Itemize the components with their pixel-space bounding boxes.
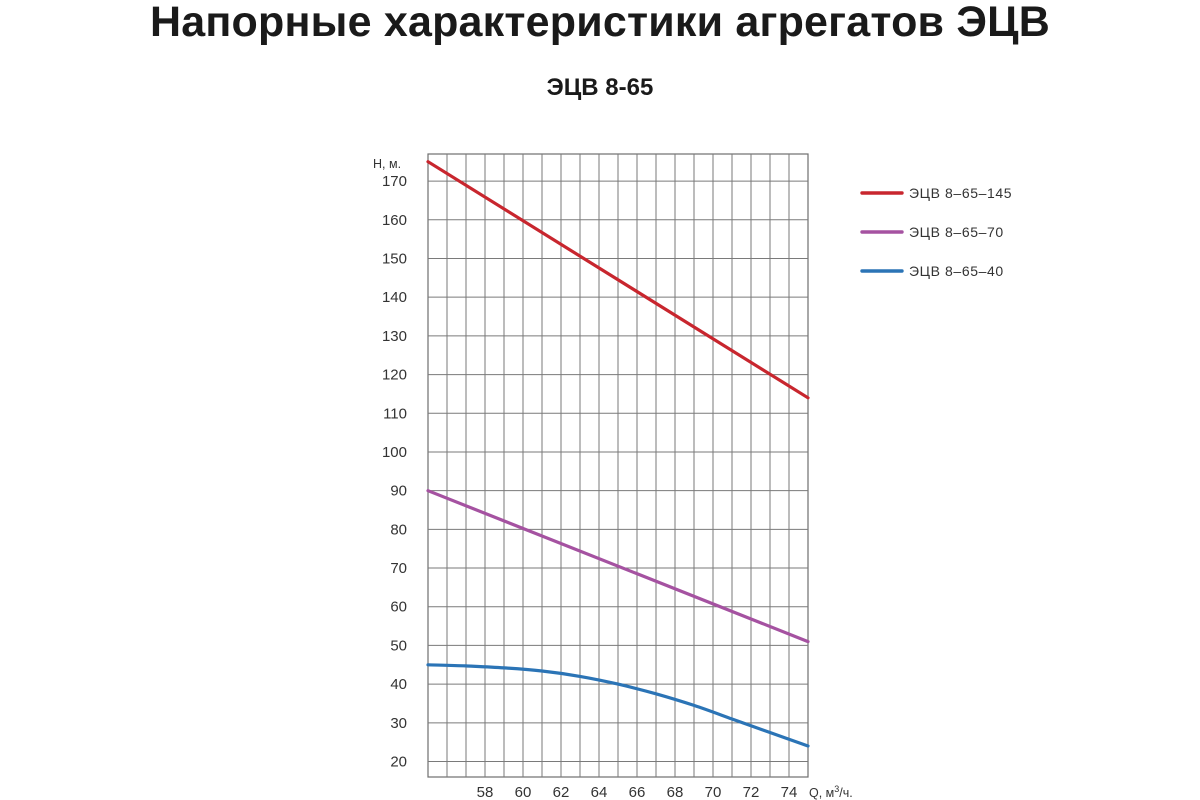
x-axis-label-prefix: Q, м xyxy=(809,786,834,800)
x-axis-label-suffix: /ч. xyxy=(839,786,852,800)
series-lines xyxy=(426,160,810,748)
x-tick-label: 62 xyxy=(553,784,570,800)
y-axis-ticks: 20 30 40 50 60 70 80 90 100 110 120 130 140 150 160 170 xyxy=(382,173,407,770)
y-axis-label: Н, м. xyxy=(373,157,401,171)
legend: ЭЦВ 8–65–145 ЭЦВ 8–65–70 ЭЦВ 8–65–40 xyxy=(860,185,1012,279)
page-title: Напорные характеристики агрегатов ЭЦВ xyxy=(150,0,1050,46)
x-axis-label-sup: 3 xyxy=(834,784,839,794)
legend-label: ЭЦВ 8–65–145 xyxy=(909,185,1012,201)
y-tick-label: 160 xyxy=(382,212,407,229)
y-tick-label: 90 xyxy=(390,483,407,500)
series-line-2 xyxy=(426,489,810,644)
y-tick-label: 140 xyxy=(382,289,407,306)
y-tick-label: 150 xyxy=(382,250,407,267)
chart-subtitle: ЭЦВ 8-65 xyxy=(546,74,654,101)
chart-grid xyxy=(427,153,809,778)
y-tick-label: 50 xyxy=(390,637,407,654)
legend-label: ЭЦВ 8–65–40 xyxy=(909,263,1004,279)
y-tick-label: 30 xyxy=(390,715,407,732)
x-tick-label: 64 xyxy=(591,784,608,800)
x-tick-label: 58 xyxy=(477,784,494,800)
x-axis-label: Q, м3/ч. xyxy=(809,784,853,800)
x-tick-label: 70 xyxy=(705,784,722,800)
x-tick-label: 74 xyxy=(781,784,798,800)
y-tick-label: 170 xyxy=(382,173,407,190)
x-tick-label: 68 xyxy=(667,784,684,800)
series-line-3 xyxy=(426,663,810,748)
x-axis-ticks: 58 60 62 64 66 68 70 72 74 xyxy=(477,784,798,800)
y-tick-label: 20 xyxy=(390,754,407,771)
y-tick-label: 130 xyxy=(382,328,407,345)
legend-label: ЭЦВ 8–65–70 xyxy=(909,224,1004,240)
y-tick-label: 80 xyxy=(390,521,407,538)
x-tick-label: 72 xyxy=(743,784,760,800)
series-line-1 xyxy=(426,160,810,400)
x-tick-label: 66 xyxy=(629,784,646,800)
y-tick-label: 40 xyxy=(390,676,407,693)
y-tick-label: 100 xyxy=(382,444,407,461)
y-tick-label: 120 xyxy=(382,367,407,384)
y-tick-label: 60 xyxy=(390,599,407,616)
x-tick-label: 60 xyxy=(515,784,532,800)
y-tick-label: 110 xyxy=(383,405,407,422)
y-tick-label: 70 xyxy=(390,560,407,577)
